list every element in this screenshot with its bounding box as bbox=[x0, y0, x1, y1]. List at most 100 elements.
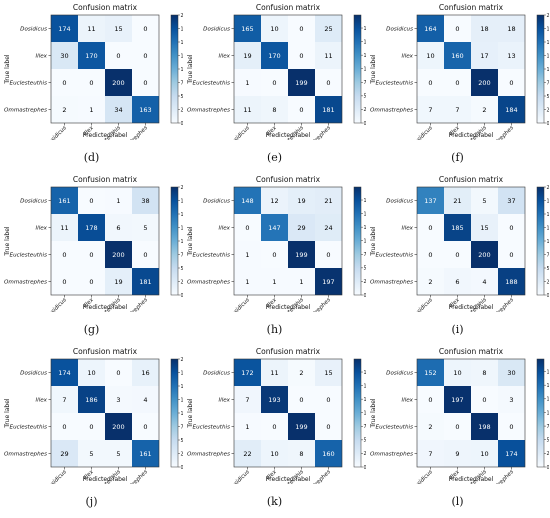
matrix-cell bbox=[234, 187, 261, 214]
matrix-cell bbox=[315, 440, 342, 467]
matrix-cell bbox=[444, 214, 471, 241]
cell-value-label: 7 bbox=[428, 450, 432, 458]
cell-value-label: 10 bbox=[270, 25, 278, 33]
cell-value-label: 0 bbox=[272, 79, 276, 87]
cell-value-label: 7 bbox=[245, 396, 249, 404]
matrix-cell bbox=[288, 187, 315, 214]
cell-value-label: 200 bbox=[112, 251, 124, 259]
colorbar-tick-label: 75 bbox=[181, 252, 184, 258]
matrix-cell bbox=[261, 241, 288, 268]
colorbar-tick-label: 175 bbox=[547, 198, 550, 204]
y-tick-label: Euclesteuthis bbox=[376, 81, 414, 87]
colorbar-tick-label: 50 bbox=[364, 94, 367, 100]
colorbar-tick-label: 75 bbox=[547, 424, 550, 430]
cell-value-label: 1 bbox=[245, 423, 249, 431]
colorbar-tick-label: 25 bbox=[364, 107, 367, 113]
matrix-cell bbox=[132, 268, 159, 295]
cell-value-label: 0 bbox=[455, 25, 459, 33]
y-tick-label: Dosidicus bbox=[203, 371, 230, 377]
matrix-cell bbox=[444, 187, 471, 214]
cell-value-label: 5 bbox=[89, 450, 93, 458]
colorbar-tick-label: 0 bbox=[547, 121, 550, 127]
matrix-cell bbox=[471, 42, 498, 69]
cell-value-label: 13 bbox=[507, 52, 515, 60]
matrix-cell bbox=[51, 15, 78, 42]
matrix-cell bbox=[234, 268, 261, 295]
cell-value-label: 0 bbox=[89, 197, 93, 205]
cell-value-label: 0 bbox=[62, 79, 66, 87]
colorbar-tick-label: 150 bbox=[547, 212, 550, 218]
cell-value-label: 174 bbox=[58, 369, 70, 377]
matrix-cell bbox=[471, 214, 498, 241]
matrix-cell bbox=[417, 15, 444, 42]
matrix-cell bbox=[105, 96, 132, 123]
y-tick-label: Illex bbox=[218, 226, 230, 232]
cell-value-label: 200 bbox=[112, 423, 124, 431]
x-tick-label: Dosidicus bbox=[228, 469, 251, 484]
matrix-cell bbox=[51, 268, 78, 295]
chart-title: Confusion matrix bbox=[256, 175, 321, 184]
cell-value-label: 11 bbox=[87, 25, 95, 33]
matrix-cell bbox=[234, 96, 261, 123]
colorbar-tick-label: 50 bbox=[181, 94, 184, 100]
cell-value-label: 137 bbox=[424, 197, 436, 205]
matrix-cell bbox=[471, 413, 498, 440]
colorbar bbox=[353, 186, 362, 296]
matrix-frame bbox=[416, 14, 526, 124]
cell-value-label: 9 bbox=[455, 450, 459, 458]
matrix-cell bbox=[261, 413, 288, 440]
cell-value-label: 152 bbox=[424, 369, 436, 377]
matrix-cell bbox=[105, 386, 132, 413]
colorbar-tick-label: 125 bbox=[547, 397, 550, 403]
matrix-cell bbox=[261, 187, 288, 214]
cell-value-label: 15 bbox=[324, 369, 332, 377]
cell-value-label: 4 bbox=[143, 396, 147, 404]
colorbar-tick-label: 125 bbox=[364, 397, 367, 403]
cell-value-label: 2 bbox=[299, 369, 303, 377]
matrix-cell bbox=[78, 96, 105, 123]
chart-title: Confusion matrix bbox=[256, 3, 321, 12]
matrix-frame bbox=[416, 186, 526, 296]
colorbar-tick-label: 175 bbox=[364, 370, 367, 376]
matrix-cell bbox=[498, 268, 525, 295]
colorbar-tick-label: 75 bbox=[547, 80, 550, 86]
matrix-cell bbox=[261, 42, 288, 69]
cell-value-label: 1 bbox=[245, 278, 249, 286]
colorbar-tick-label: 175 bbox=[181, 370, 184, 376]
colorbar bbox=[536, 358, 545, 468]
cell-value-label: 0 bbox=[509, 79, 513, 87]
matrix-frame bbox=[416, 358, 526, 468]
matrix-cell bbox=[132, 187, 159, 214]
y-tick-label: Ommastrephes bbox=[4, 452, 47, 458]
matrix-cell bbox=[498, 359, 525, 386]
matrix-cell bbox=[78, 214, 105, 241]
y-axis-label: True label bbox=[370, 54, 377, 84]
colorbar-tick-label: 75 bbox=[547, 252, 550, 258]
cell-value-label: 185 bbox=[451, 224, 463, 232]
colorbar-tick-label: 25 bbox=[547, 107, 550, 113]
x-axis-label: Predicted label bbox=[266, 476, 311, 483]
matrix-cell bbox=[261, 96, 288, 123]
colorbar-tick-label: 0 bbox=[364, 121, 367, 127]
matrix-cell bbox=[288, 268, 315, 295]
matrix-cell bbox=[444, 42, 471, 69]
cell-value-label: 181 bbox=[322, 106, 334, 114]
matrix-cell bbox=[444, 440, 471, 467]
y-tick-label: Illex bbox=[401, 398, 413, 404]
matrix-cell bbox=[51, 42, 78, 69]
matrix-cell bbox=[234, 69, 261, 96]
colorbar-tick-label: 200 bbox=[181, 13, 184, 19]
cell-value-label: 0 bbox=[455, 79, 459, 87]
matrix-cell bbox=[261, 15, 288, 42]
y-tick-label: Illex bbox=[218, 54, 230, 60]
caption-d: (d) bbox=[83, 151, 100, 164]
matrix-cell bbox=[105, 413, 132, 440]
y-tick-label: Euclesteuthis bbox=[193, 253, 231, 259]
cell-value-label: 0 bbox=[272, 423, 276, 431]
cell-value-label: 0 bbox=[326, 396, 330, 404]
cell-value-label: 1 bbox=[272, 278, 276, 286]
colorbar-tick-label: 125 bbox=[547, 53, 550, 59]
matrix-cell bbox=[132, 42, 159, 69]
caption-f: (f) bbox=[451, 151, 464, 164]
